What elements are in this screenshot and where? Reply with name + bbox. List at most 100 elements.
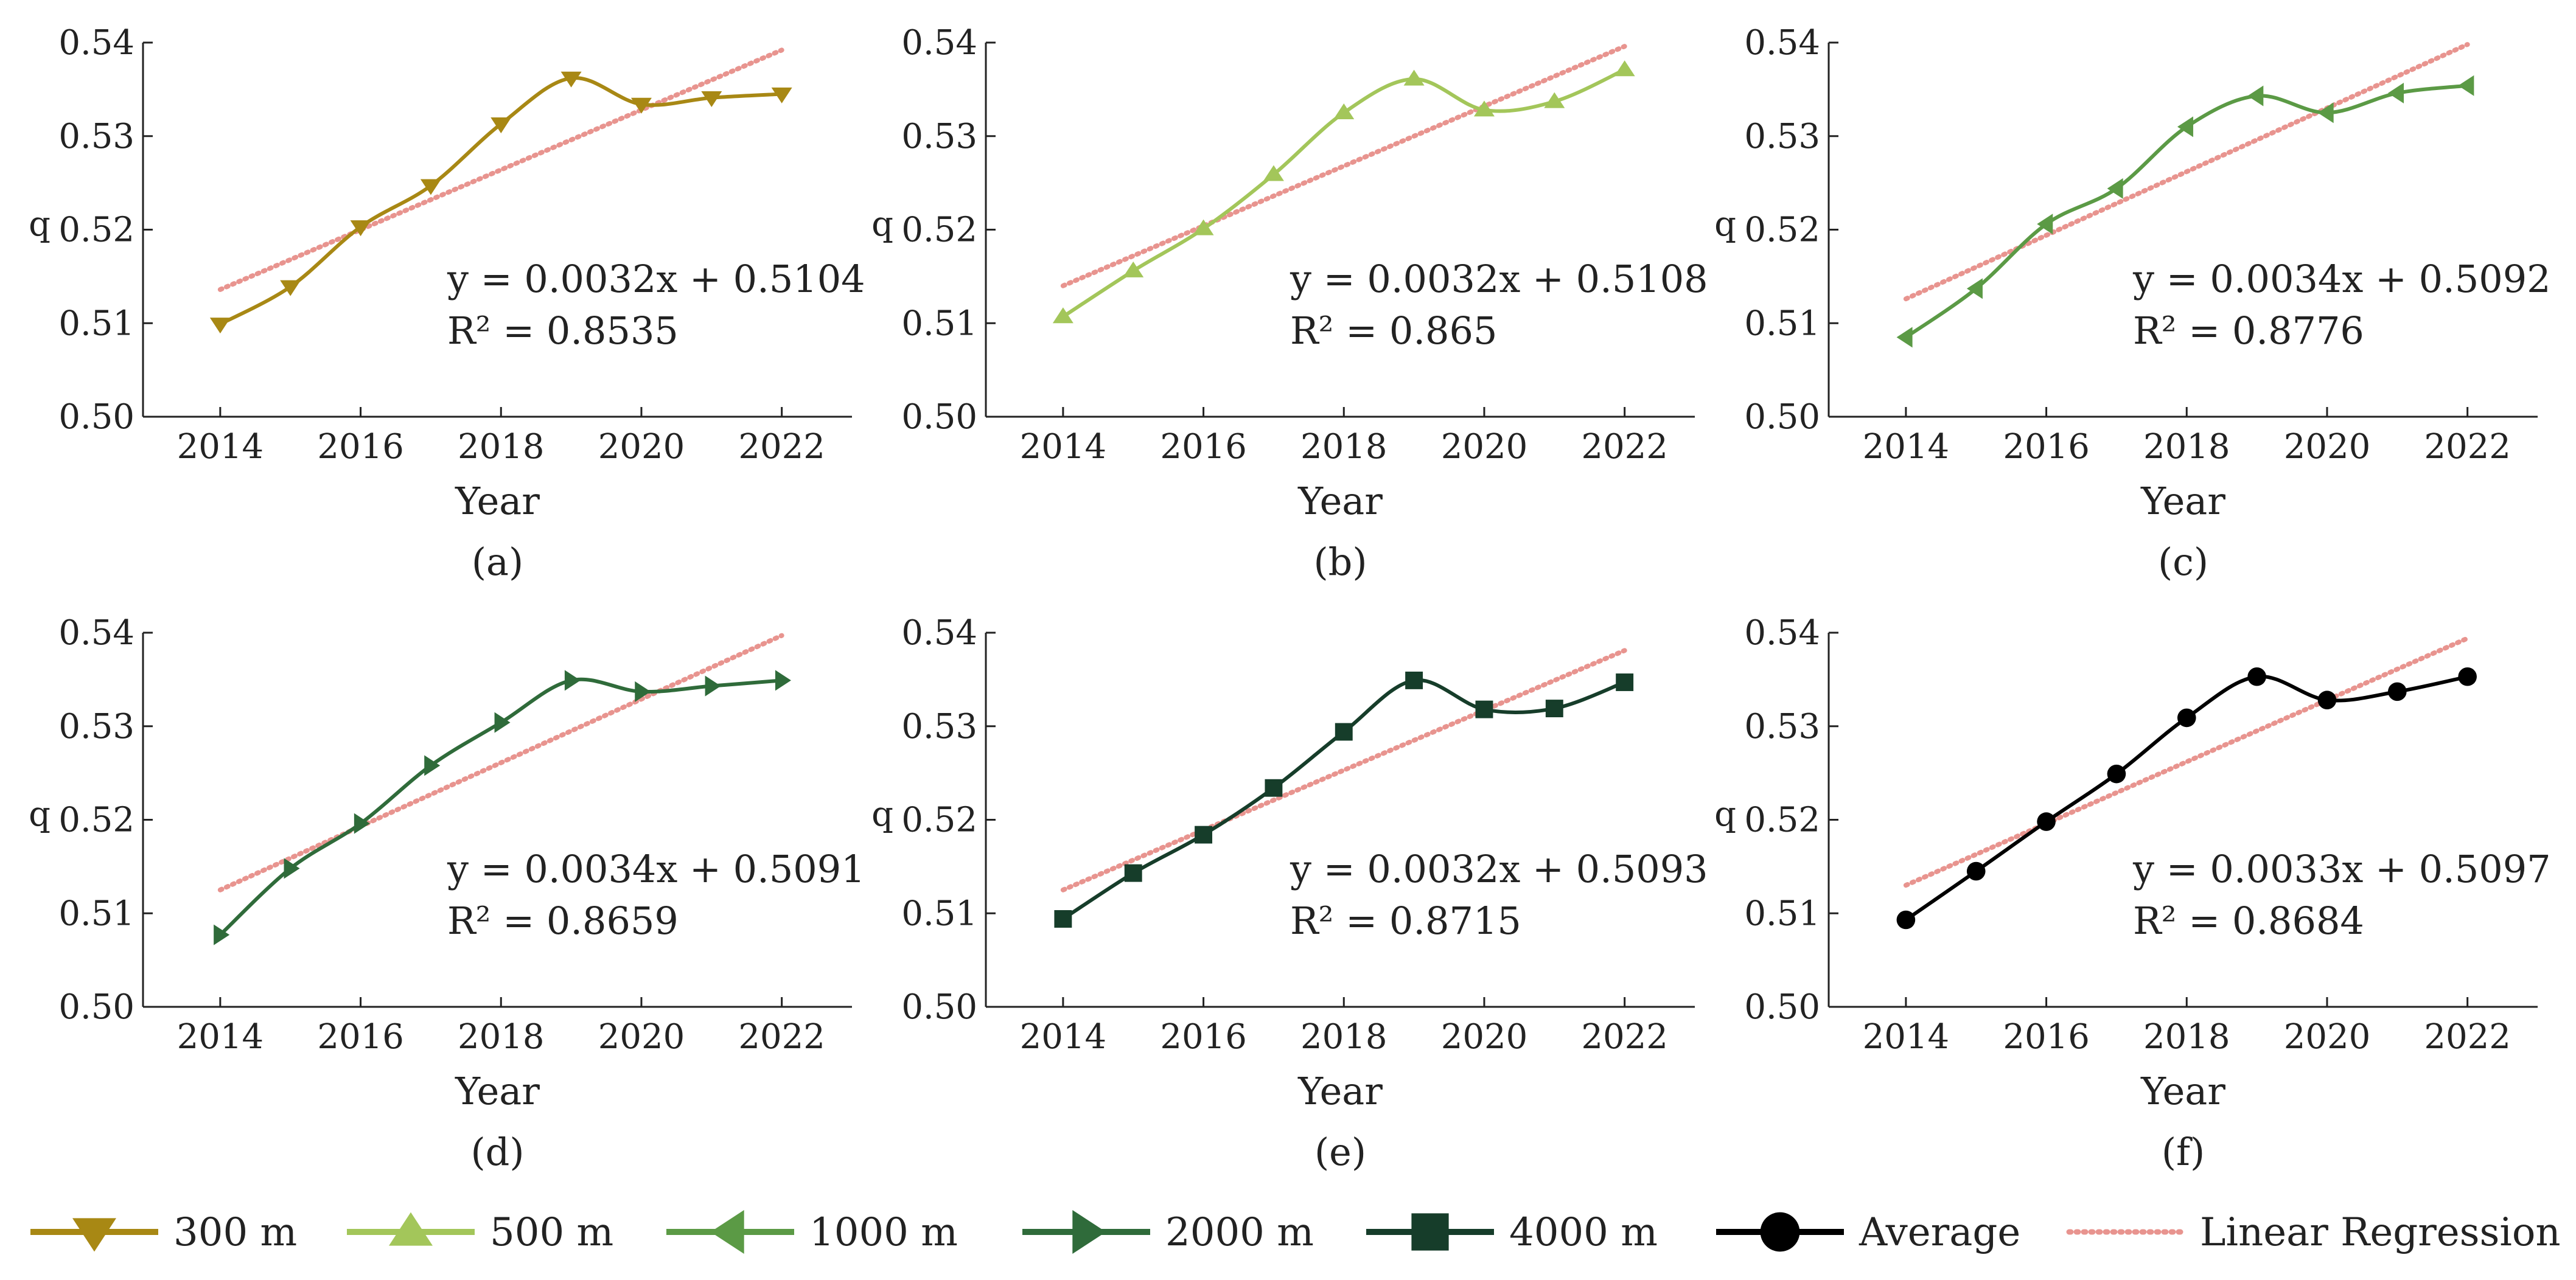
- y-tick-label: 0.50: [58, 987, 134, 1027]
- r-squared: R² = 0.8776: [2133, 308, 2364, 353]
- legend-swatch-marker: [1072, 1210, 1106, 1254]
- x-tick-label: 2014: [1863, 1017, 1950, 1057]
- y-tick-label: 0.50: [58, 397, 134, 437]
- x-tick-label: 2016: [2003, 1017, 2090, 1057]
- r-squared: R² = 0.8659: [447, 899, 679, 943]
- data-point: [630, 97, 652, 114]
- y-axis-title: q: [1714, 795, 1736, 835]
- legend-label: 1000 m: [809, 1210, 958, 1255]
- data-point: [1545, 700, 1563, 717]
- x-tick-label: 2016: [1160, 427, 1247, 467]
- legend-label: Average: [1859, 1210, 2020, 1255]
- data-point: [775, 670, 791, 691]
- y-axis-title: q: [29, 795, 51, 835]
- data-point: [494, 712, 511, 733]
- data-point: [2388, 682, 2407, 701]
- data-point: [560, 71, 582, 88]
- y-tick-label: 0.52: [58, 801, 134, 840]
- x-axis-title: Year: [1297, 1069, 1383, 1113]
- legend-label: 4000 m: [1509, 1210, 1658, 1255]
- y-tick-label: 0.52: [1744, 801, 1820, 840]
- chart-panel-b: 0.50 0.51 0.52 0.53 0.54 2014 2016 2018 2020 2022…: [871, 23, 1708, 584]
- x-tick-label: 2016: [2003, 427, 2090, 467]
- data-point: [1966, 861, 1986, 881]
- x-tick-label: 2014: [177, 427, 264, 467]
- x-tick-label: 2018: [458, 1017, 545, 1057]
- series-line: [218, 76, 784, 326]
- y-axis-title: q: [871, 205, 893, 245]
- data-point: [209, 318, 231, 334]
- y-tick-label: 0.53: [58, 707, 134, 746]
- y-tick-label: 0.50: [901, 987, 977, 1027]
- r-squared: R² = 0.865: [1290, 308, 1497, 353]
- legend-item: Average: [1716, 1210, 2020, 1255]
- x-tick-label: 2022: [1581, 427, 1668, 467]
- x-tick-label: 2020: [2284, 427, 2371, 467]
- data-point: [1475, 700, 1493, 718]
- data-point: [354, 813, 370, 834]
- x-tick-label: 2020: [1441, 427, 1528, 467]
- y-tick-label: 0.51: [901, 894, 977, 933]
- x-tick-label: 2014: [1020, 427, 1107, 467]
- y-tick-label: 0.53: [901, 707, 977, 746]
- x-tick-label: 2020: [2284, 1017, 2371, 1057]
- legend-label: 300 m: [173, 1210, 297, 1255]
- x-tick-label: 2022: [738, 427, 825, 467]
- data-point: [1405, 671, 1423, 689]
- data-point: [424, 755, 441, 776]
- x-axis-title: Year: [2140, 1069, 2225, 1113]
- regression-line: [1060, 44, 1627, 288]
- x-tick-label: 2014: [1020, 1017, 1107, 1057]
- y-tick-label: 0.54: [1744, 613, 1820, 653]
- y-tick-label: 0.53: [901, 117, 977, 156]
- data-point: [2458, 667, 2477, 686]
- r-squared: R² = 0.8535: [447, 308, 679, 353]
- y-axis-title: q: [871, 795, 893, 835]
- data-point: [1614, 60, 1635, 77]
- data-point: [490, 117, 512, 134]
- chart-panel-d: 0.50 0.51 0.52 0.53 0.54 2014 2016 2018 2020 2022…: [29, 613, 865, 1174]
- legend-swatch-marker: [710, 1210, 744, 1254]
- legend-swatch-marker: [389, 1212, 433, 1246]
- data-point: [2247, 667, 2266, 686]
- y-tick-label: 0.54: [1744, 23, 1820, 63]
- data-point: [1896, 910, 1916, 930]
- x-axis-title: Year: [455, 1069, 540, 1113]
- regression-line: [217, 47, 784, 292]
- data-point: [2458, 75, 2474, 96]
- data-point: [705, 675, 721, 697]
- regression-equation: y = 0.0032x + 0.5108: [1290, 257, 1708, 301]
- y-tick-label: 0.52: [901, 210, 977, 250]
- y-tick-label: 0.51: [1744, 894, 1820, 933]
- x-tick-label: 2022: [1581, 1017, 1668, 1057]
- data-point: [284, 858, 300, 879]
- x-tick-label: 2022: [738, 1017, 825, 1057]
- legend-item: Linear Regression: [2066, 1210, 2561, 1255]
- y-tick-label: 0.53: [1744, 117, 1820, 156]
- x-tick-label: 2018: [2143, 1017, 2230, 1057]
- data-point: [1124, 864, 1142, 882]
- data-point: [1896, 327, 1913, 348]
- data-point: [2388, 83, 2404, 104]
- y-tick-label: 0.53: [58, 117, 134, 156]
- data-point: [1052, 307, 1073, 324]
- x-tick-label: 2014: [1863, 427, 1950, 467]
- data-point: [1054, 910, 1072, 928]
- regression-equation: y = 0.0034x + 0.5092: [2132, 257, 2551, 301]
- data-point: [1616, 673, 1634, 691]
- y-tick-label: 0.54: [58, 23, 134, 63]
- data-point: [1193, 219, 1214, 235]
- legend-item: 1000 m: [666, 1210, 958, 1255]
- legend-swatch-marker: [1411, 1213, 1449, 1251]
- regression-line: [1060, 648, 1627, 892]
- panel-label: (d): [470, 1130, 524, 1174]
- x-tick-label: 2018: [458, 427, 545, 467]
- x-tick-label: 2018: [1300, 427, 1387, 467]
- y-axis-title: q: [1714, 205, 1736, 245]
- data-point: [2177, 708, 2196, 728]
- legend-item: 4000 m: [1366, 1210, 1658, 1255]
- y-tick-label: 0.51: [1744, 304, 1820, 343]
- y-tick-label: 0.51: [901, 304, 977, 343]
- data-point: [701, 91, 722, 108]
- x-axis-title: Year: [455, 479, 540, 523]
